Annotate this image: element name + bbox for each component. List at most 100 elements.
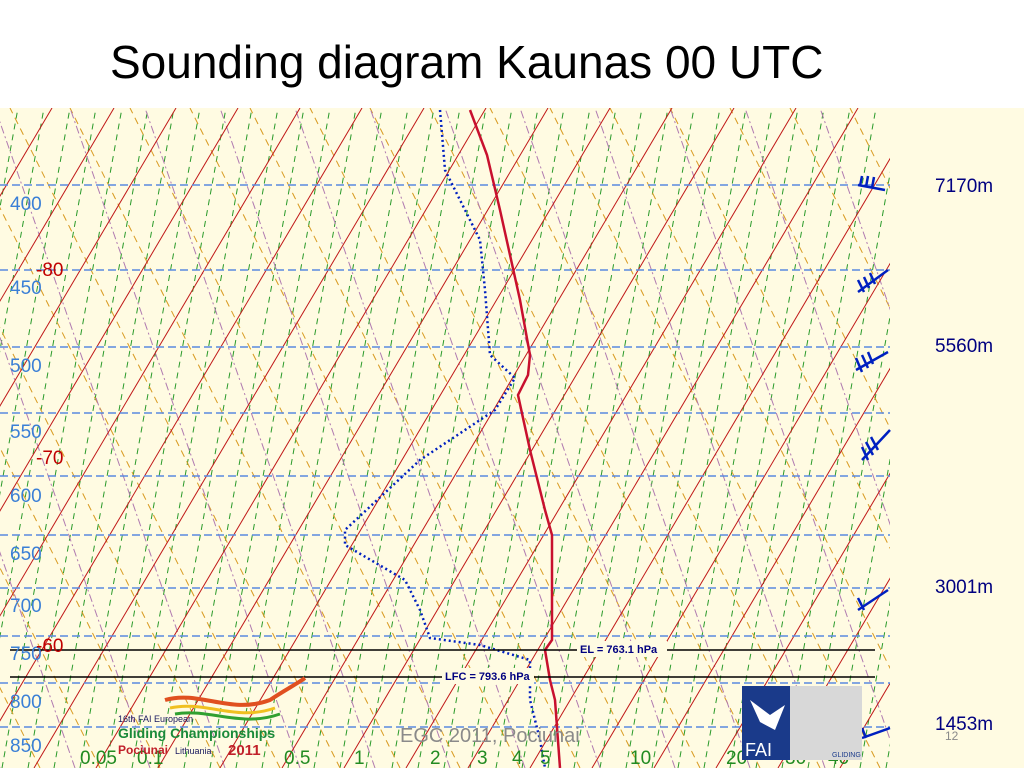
height-label: 5560m — [935, 336, 993, 357]
isotherm — [343, 108, 735, 768]
fai-bird — [750, 700, 785, 730]
pressure-label: 450 — [10, 278, 42, 299]
mixing-ratio-line — [131, 108, 253, 768]
dry-adiabat — [0, 566, 101, 768]
fai-text: FAI — [745, 740, 772, 760]
mixing-ratio-line — [807, 314, 890, 768]
mixing-ratio-line — [547, 108, 669, 768]
moist-adiabat — [0, 336, 151, 768]
temperature-label: -80 — [36, 260, 63, 281]
fai-logo: FAI GLIDING — [742, 686, 862, 760]
dry-adiabat — [429, 108, 761, 768]
moist-adiabat — [369, 108, 601, 768]
pressure-label: 400 — [10, 194, 42, 215]
dry-adiabat — [189, 108, 521, 768]
dry-adiabat — [0, 326, 221, 768]
isotherm — [0, 108, 115, 302]
event-logo: 16th FAI European Gliding Championships … — [118, 676, 307, 759]
mixing-ratio-line — [729, 108, 851, 768]
mixing-ratio-label: 10 — [630, 748, 651, 768]
mixing-ratio-line — [703, 108, 825, 768]
pressure-label: 650 — [10, 544, 42, 565]
page-number: 12 — [945, 729, 959, 743]
isotherm — [33, 108, 425, 768]
mixing-ratio-line — [261, 108, 383, 768]
profiles — [343, 109, 562, 768]
moist-adiabat — [744, 108, 890, 526]
isotherm — [0, 108, 239, 512]
logo-text: 2011 — [228, 742, 261, 759]
mixing-ratio-label: 5 — [540, 748, 551, 768]
diagram-background — [0, 108, 1024, 768]
mixing-ratio-label: 0.05 — [80, 748, 117, 768]
moist-adiabat — [669, 108, 890, 741]
mixing-ratio-line — [417, 108, 539, 768]
isotherm — [0, 108, 301, 617]
temperature-profile — [468, 109, 562, 768]
mixing-ratio-line — [1, 108, 123, 768]
mixing-ratio-line — [625, 108, 747, 768]
mixing-ratio-label: 4 — [512, 748, 523, 768]
dry-adiabat — [609, 108, 890, 670]
isotherm — [591, 262, 890, 768]
moist-adiabat — [819, 108, 890, 311]
isotherm — [715, 472, 890, 768]
wind-barb — [860, 429, 891, 461]
mixing-ratio-line — [365, 108, 487, 768]
height-label: 1453m — [935, 714, 993, 735]
mixing-ratio-line — [781, 171, 890, 768]
mixing-ratio-line — [183, 108, 305, 768]
mixing-ratio-line — [27, 108, 149, 768]
pressure-label: 800 — [10, 692, 42, 713]
diagram-grid — [0, 108, 890, 768]
moist-adiabat — [594, 108, 826, 768]
temperature-label: -70 — [36, 448, 63, 469]
isotherm — [777, 577, 890, 768]
mixing-ratio-line — [0, 108, 71, 496]
pressure-label: 600 — [10, 486, 42, 507]
footer-event: EGC 2011, Pociunai — [400, 725, 580, 747]
pressure-label: 750 — [10, 644, 42, 665]
mixing-ratio-line — [0, 108, 97, 639]
moist-adiabat — [519, 108, 751, 768]
isotherm — [157, 108, 549, 768]
mixing-ratio-line — [339, 108, 461, 768]
mixing-ratio-line — [495, 108, 617, 768]
logo-swoosh — [164, 676, 307, 707]
pressure-label: 500 — [10, 356, 42, 377]
mixing-ratio-line — [521, 108, 643, 768]
dry-adiabat — [249, 108, 581, 768]
lfc-label: LFC = 793.6 hPa — [445, 671, 531, 683]
dry-adiabat — [69, 108, 401, 768]
moist-adiabat — [69, 108, 301, 768]
height-label: 7170m — [935, 176, 993, 197]
mixing-ratio-line — [313, 108, 435, 768]
mixing-ratio-label: 0.5 — [284, 748, 310, 768]
wind-barb — [860, 726, 891, 740]
wind-barb — [856, 268, 889, 294]
temperature-label: -60 — [36, 636, 63, 657]
isotherm — [0, 108, 363, 722]
fai-sub-text: GLIDING — [832, 752, 861, 759]
wind-barbs — [854, 175, 891, 740]
mixing-ratio-line — [573, 108, 695, 768]
mixing-ratio-label: 1 — [354, 748, 365, 768]
dry-adiabat — [729, 108, 890, 430]
slide-title: Sounding diagram Kaunas 00 UTC — [110, 36, 823, 88]
isotherm — [529, 157, 890, 768]
dry-adiabat — [789, 108, 890, 310]
isotherm — [653, 367, 890, 768]
logo-text: Gliding Championships — [118, 725, 275, 741]
mixing-ratio-line — [599, 108, 721, 768]
isotherm — [467, 108, 859, 768]
moist-adiabat — [0, 120, 226, 768]
mixing-ratio-line — [443, 108, 565, 768]
mixing-ratio-line — [677, 108, 799, 768]
dry-adiabat — [129, 108, 461, 768]
fai-gliding-box — [790, 686, 862, 760]
mixing-ratio-line — [235, 108, 357, 768]
dry-adiabat — [0, 206, 281, 768]
mixing-ratio-label: 2 — [430, 748, 441, 768]
isotherm — [95, 108, 487, 768]
logo-swoosh — [169, 704, 276, 715]
